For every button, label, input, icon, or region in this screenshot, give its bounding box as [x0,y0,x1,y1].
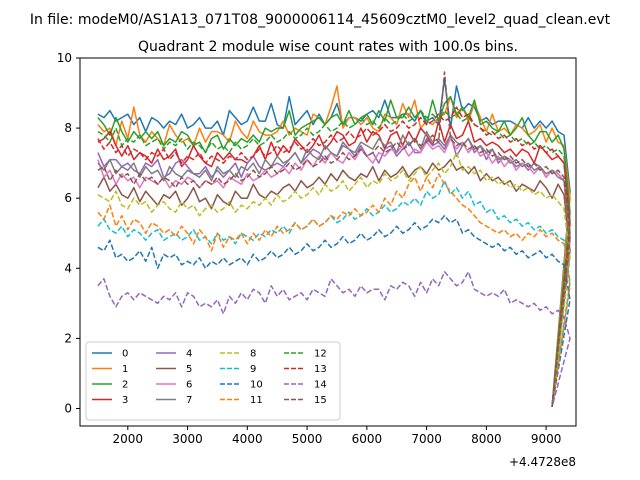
series-layer [97,71,571,407]
series-line-13 [97,106,571,407]
series-line-14 [97,271,571,407]
plot-frame [79,57,577,427]
series-line-11 [97,172,571,407]
y-tick-label: 10 [57,51,72,65]
legend-label-3: 3 [122,395,128,406]
legend-label-9: 9 [250,364,256,375]
y-tick-label: 2 [64,331,72,345]
x-tick-label: 6000 [352,432,383,446]
series-line-7 [97,130,571,407]
x-tick-label: 8000 [471,432,502,446]
y-tick-label: 6 [64,191,72,205]
legend-label-4: 4 [186,349,192,360]
legend-label-10: 10 [250,380,263,391]
legend-box [85,341,341,421]
legend-label-1: 1 [122,364,128,375]
legend-label-6: 6 [186,380,192,391]
suptitle: In file: modeM0/AS1A13_071T08_9000006114… [30,12,611,28]
x-tick-label: 5000 [292,432,323,446]
legend-label-8: 8 [250,349,256,360]
series-line-10 [97,214,571,407]
legend-label-13: 13 [314,364,327,375]
legend-label-2: 2 [122,380,128,391]
series-line-9 [97,179,571,407]
y-tick-label: 4 [64,261,72,275]
legend-label-7: 7 [186,395,192,406]
series-line-0 [97,78,571,407]
y-tick-label: 0 [64,401,72,415]
legend-label-11: 11 [250,395,263,406]
x-tick-label: 7000 [411,432,442,446]
legend-label-5: 5 [186,364,192,375]
legend-label-14: 14 [314,380,327,391]
legend-label-12: 12 [314,349,327,360]
x-tick-label: 3000 [172,432,203,446]
y-tick-label: 8 [64,121,72,135]
x-tick-label: 9000 [531,432,562,446]
legend-label-15: 15 [314,395,327,406]
x-tick-label: 4000 [232,432,263,446]
legend-label-0: 0 [122,349,128,360]
y-axis: 0 2 4 6 8 10 [57,51,80,415]
x-axis: 2000 3000 4000 5000 6000 7000 8000 9000 [113,426,562,446]
x-tick-label: 2000 [113,432,144,446]
chart-title: Quadrant 2 module wise count rates with … [138,39,518,55]
series-line-12 [97,109,571,407]
x-offset-label: +4.4728e8 [509,455,576,469]
series-line-8 [97,151,571,407]
series-line-2 [97,95,571,407]
series-line-5 [97,158,571,407]
series-line-15 [97,71,571,407]
